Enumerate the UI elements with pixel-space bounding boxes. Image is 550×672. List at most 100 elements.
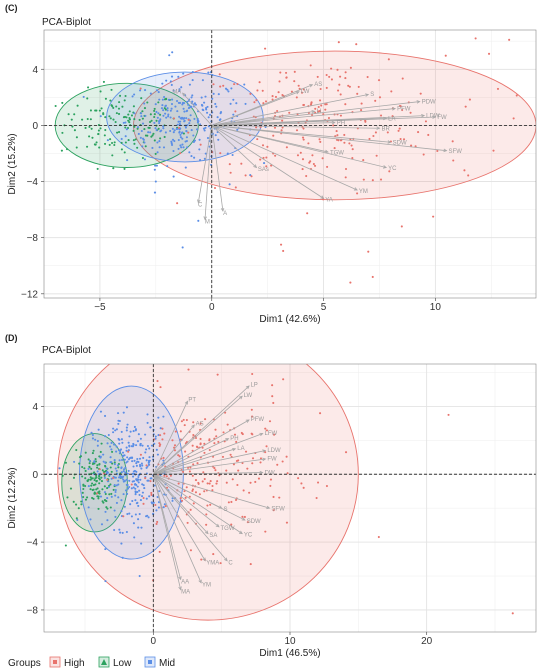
loading-label: SA bbox=[209, 533, 217, 539]
data-point bbox=[92, 449, 95, 452]
data-point bbox=[134, 493, 137, 496]
data-point bbox=[178, 115, 181, 118]
data-point bbox=[115, 501, 118, 505]
data-point bbox=[61, 101, 64, 104]
data-point bbox=[118, 130, 121, 134]
loading-label: FW bbox=[437, 115, 447, 121]
data-point bbox=[107, 485, 110, 489]
loading-label: C bbox=[198, 203, 203, 209]
data-point bbox=[121, 531, 124, 534]
data-point bbox=[86, 479, 89, 482]
data-point bbox=[251, 415, 254, 418]
data-point bbox=[299, 151, 302, 154]
data-point bbox=[157, 91, 160, 94]
data-point bbox=[162, 109, 165, 112]
data-point bbox=[164, 104, 167, 107]
data-point bbox=[146, 413, 149, 416]
arrow-head bbox=[353, 187, 358, 191]
data-point bbox=[318, 138, 321, 141]
data-point bbox=[281, 126, 284, 129]
data-point bbox=[114, 467, 117, 470]
data-point bbox=[120, 141, 123, 144]
data-point bbox=[88, 462, 91, 465]
data-point bbox=[211, 97, 214, 100]
data-point bbox=[249, 563, 252, 566]
data-point bbox=[285, 76, 288, 79]
data-point bbox=[316, 75, 319, 78]
data-point bbox=[133, 118, 136, 121]
data-point bbox=[187, 118, 190, 121]
loading-arrow bbox=[153, 473, 270, 509]
arrow-head bbox=[382, 165, 388, 169]
loading-label: PFW bbox=[397, 106, 411, 112]
data-point bbox=[150, 491, 153, 495]
data-point bbox=[188, 151, 191, 154]
data-point bbox=[144, 145, 147, 148]
data-point bbox=[367, 250, 370, 253]
data-point bbox=[319, 412, 322, 415]
data-point bbox=[126, 423, 129, 426]
data-point bbox=[362, 159, 365, 162]
data-point bbox=[112, 167, 115, 170]
data-point bbox=[178, 130, 181, 133]
data-point bbox=[110, 495, 113, 498]
data-point bbox=[93, 460, 96, 463]
points-mid bbox=[82, 51, 267, 194]
data-point bbox=[285, 455, 288, 458]
arrow-head bbox=[232, 447, 237, 452]
data-point bbox=[203, 442, 206, 445]
data-point bbox=[153, 107, 156, 110]
data-point bbox=[133, 112, 136, 115]
data-point bbox=[410, 144, 413, 147]
data-point bbox=[126, 487, 130, 490]
data-point bbox=[109, 138, 112, 141]
data-point bbox=[159, 427, 162, 430]
data-point bbox=[155, 119, 158, 122]
data-point bbox=[163, 432, 166, 435]
data-point bbox=[511, 612, 514, 615]
data-point bbox=[84, 477, 87, 480]
data-point bbox=[89, 488, 92, 491]
data-point bbox=[89, 518, 92, 521]
data-point bbox=[132, 465, 135, 468]
data-point bbox=[192, 140, 195, 144]
data-point bbox=[179, 438, 182, 441]
data-point bbox=[158, 442, 161, 445]
data-point bbox=[185, 129, 188, 133]
data-point bbox=[152, 132, 155, 135]
data-point bbox=[113, 459, 116, 462]
data-point bbox=[157, 506, 160, 509]
data-point bbox=[237, 469, 240, 472]
data-point bbox=[199, 143, 202, 146]
data-point bbox=[198, 148, 201, 151]
data-point bbox=[132, 105, 135, 108]
loading-arrow bbox=[197, 125, 213, 203]
data-point bbox=[280, 129, 283, 132]
y-tick-label: 4 bbox=[32, 402, 38, 413]
data-point bbox=[109, 466, 112, 469]
data-point bbox=[150, 444, 154, 447]
confidence-ellipse-mid bbox=[106, 71, 264, 163]
data-point bbox=[106, 478, 109, 481]
data-point bbox=[219, 85, 222, 88]
data-point bbox=[103, 491, 107, 494]
data-point bbox=[364, 119, 367, 122]
data-point bbox=[117, 496, 120, 499]
data-point bbox=[274, 95, 278, 99]
arrow-head bbox=[203, 216, 207, 221]
y-tick-label: 0 bbox=[32, 470, 38, 481]
data-point bbox=[496, 87, 500, 90]
data-point bbox=[54, 104, 57, 108]
data-point bbox=[141, 464, 144, 467]
data-point bbox=[122, 121, 125, 124]
data-point bbox=[293, 80, 296, 83]
data-point bbox=[261, 89, 264, 92]
loading-label: A bbox=[223, 211, 227, 217]
data-point bbox=[295, 129, 299, 132]
data-point bbox=[444, 54, 447, 57]
data-point bbox=[138, 489, 141, 492]
data-point bbox=[71, 125, 74, 128]
data-point bbox=[177, 75, 180, 78]
data-point bbox=[129, 430, 132, 433]
